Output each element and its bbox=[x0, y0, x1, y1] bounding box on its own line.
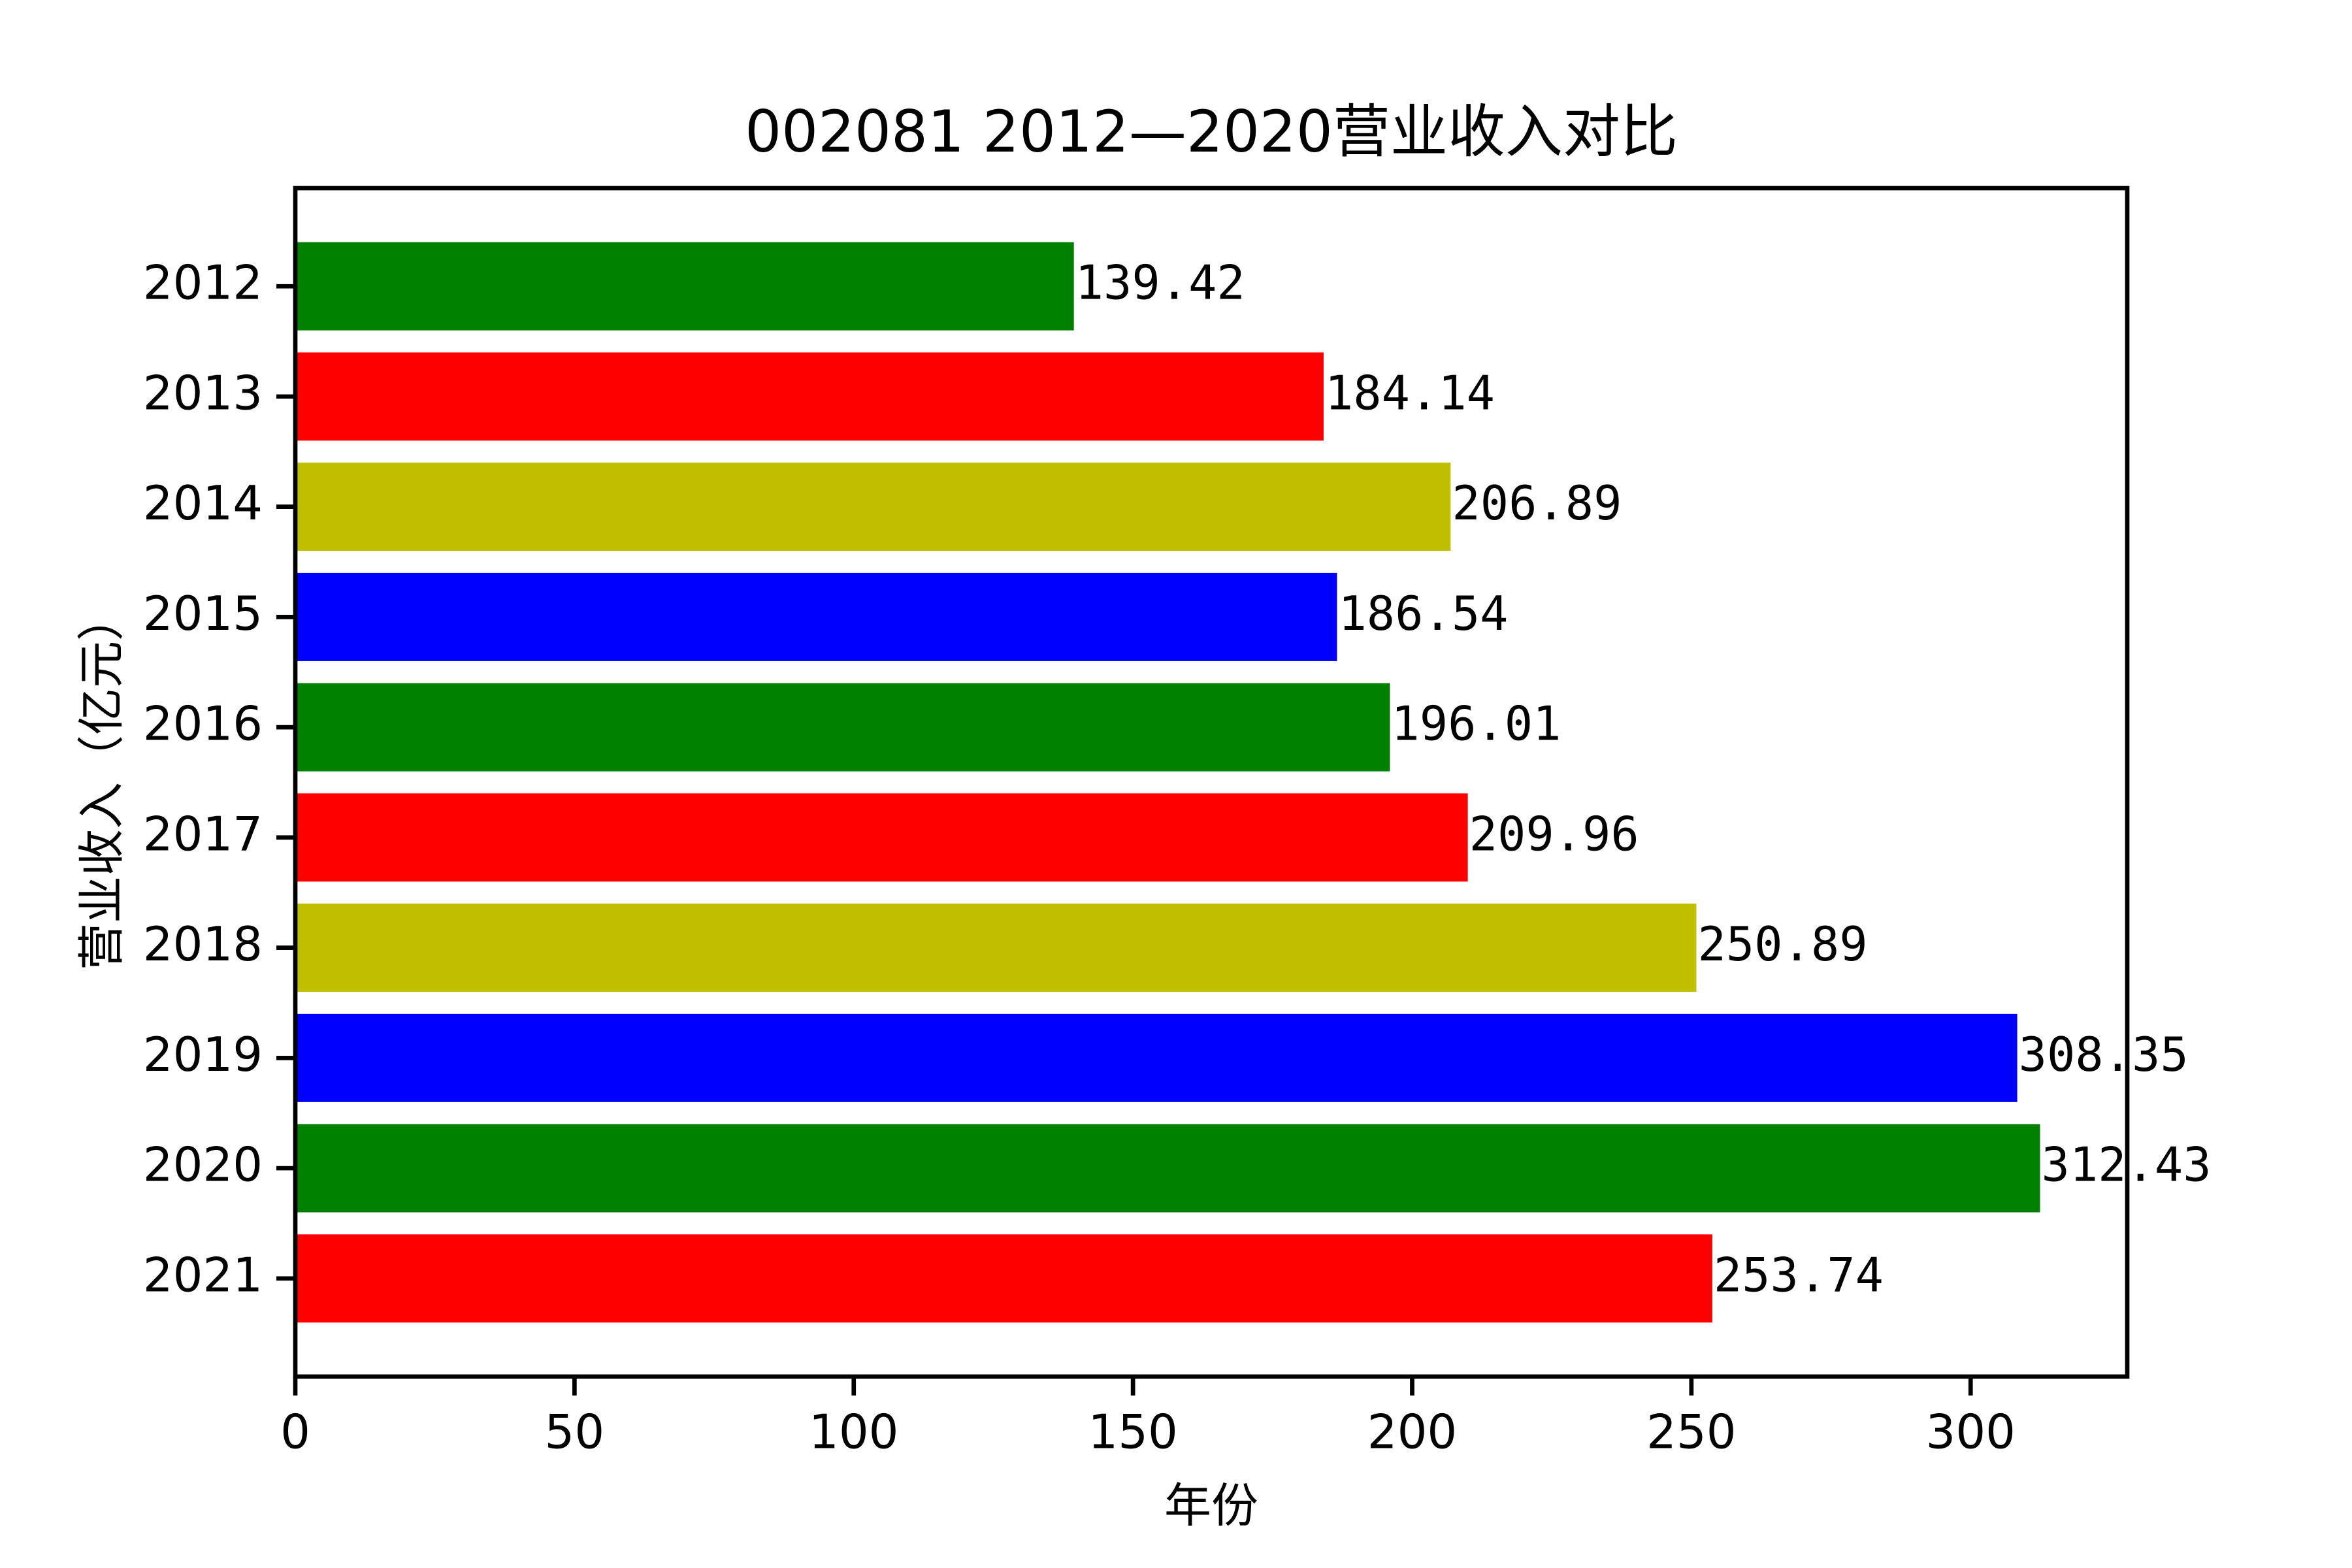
x-tick-label: 50 bbox=[545, 1405, 605, 1460]
y-tick-label: 2012 bbox=[143, 255, 263, 310]
value-label: 139.42 bbox=[1075, 255, 1245, 310]
value-label: 308.35 bbox=[2019, 1027, 2189, 1082]
x-axis-label: 年份 bbox=[1164, 1478, 1258, 1533]
bar bbox=[295, 793, 1468, 882]
bar bbox=[295, 572, 1337, 661]
value-label: 253.74 bbox=[1714, 1247, 1884, 1302]
bar bbox=[295, 1234, 1712, 1323]
y-tick-label: 2016 bbox=[143, 696, 263, 751]
x-tick-label: 150 bbox=[1088, 1405, 1177, 1460]
y-tick-label: 2018 bbox=[143, 917, 263, 972]
value-label: 206.89 bbox=[1452, 476, 1622, 531]
value-label: 250.89 bbox=[1697, 917, 1867, 972]
value-label: 196.01 bbox=[1391, 696, 1561, 751]
y-tick-label: 2017 bbox=[143, 806, 263, 861]
y-tick-label: 2021 bbox=[143, 1247, 263, 1302]
x-tick-label: 0 bbox=[280, 1405, 310, 1460]
bar bbox=[295, 463, 1451, 551]
y-tick-label: 2019 bbox=[143, 1027, 263, 1082]
value-label: 186.54 bbox=[1338, 586, 1508, 641]
bar bbox=[295, 352, 1324, 441]
y-tick-label: 2020 bbox=[143, 1137, 263, 1192]
y-tick-label: 2013 bbox=[143, 365, 263, 420]
x-tick-label: 300 bbox=[1926, 1405, 2016, 1460]
x-tick-label: 100 bbox=[809, 1405, 898, 1460]
bar bbox=[295, 683, 1390, 772]
bar bbox=[295, 242, 1074, 331]
y-axis-label: 营业收入（亿元） bbox=[74, 594, 129, 970]
bar bbox=[295, 1013, 2017, 1102]
y-tick-label: 2014 bbox=[143, 476, 263, 531]
bar bbox=[295, 904, 1697, 992]
value-label: 209.96 bbox=[1469, 806, 1639, 861]
y-tick-label: 2015 bbox=[143, 586, 263, 641]
bar bbox=[295, 1124, 2040, 1213]
axes-frame bbox=[293, 186, 2130, 1379]
chart-title: 002081 2012—2020营业收入对比 bbox=[745, 98, 1678, 165]
value-label: 184.14 bbox=[1325, 365, 1495, 420]
x-tick-label: 250 bbox=[1646, 1405, 1736, 1460]
x-tick-label: 200 bbox=[1367, 1405, 1457, 1460]
